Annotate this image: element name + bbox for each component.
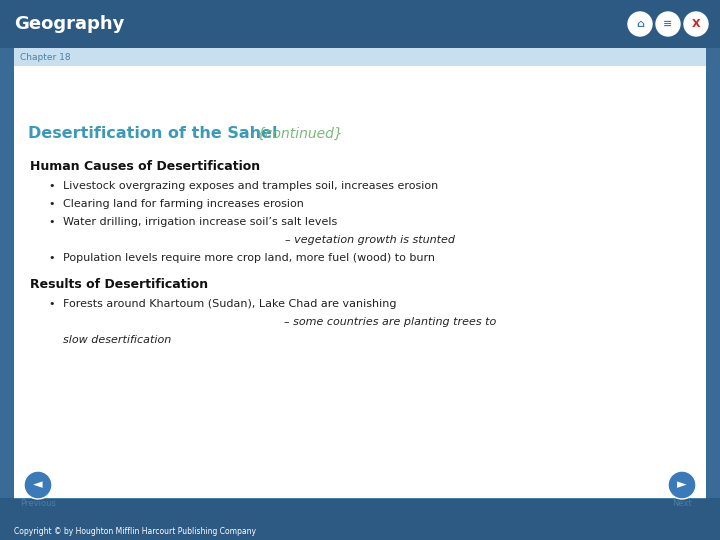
Text: Copyright © by Houghton Mifflin Harcourt Publishing Company: Copyright © by Houghton Mifflin Harcourt…	[14, 528, 256, 537]
Text: Clearing land for farming increases erosion: Clearing land for farming increases eros…	[63, 199, 304, 209]
Circle shape	[24, 471, 52, 499]
Text: Next: Next	[672, 498, 692, 508]
Text: Desertification of the Sahel: Desertification of the Sahel	[28, 126, 283, 141]
Text: Livestock overgrazing exposes and tramples soil, increases erosion: Livestock overgrazing exposes and trampl…	[63, 181, 438, 191]
Text: Chapter 18: Chapter 18	[20, 52, 71, 62]
Text: ≡: ≡	[663, 19, 672, 29]
Text: Population levels require more crop land, more fuel (wood) to burn: Population levels require more crop land…	[63, 253, 435, 263]
FancyBboxPatch shape	[14, 66, 706, 498]
FancyBboxPatch shape	[0, 0, 720, 48]
Circle shape	[656, 12, 680, 36]
Text: ◄: ◄	[33, 478, 42, 491]
Text: Previous: Previous	[20, 498, 56, 508]
Text: slow desertification: slow desertification	[63, 335, 171, 345]
Text: – vegetation growth is stunted: – vegetation growth is stunted	[285, 235, 455, 245]
Text: – some countries are planting trees to: – some countries are planting trees to	[284, 317, 496, 327]
Text: •: •	[49, 217, 55, 227]
Text: ►: ►	[678, 478, 687, 491]
Circle shape	[684, 12, 708, 36]
Text: •: •	[49, 181, 55, 191]
Text: Geography: Geography	[14, 15, 125, 33]
FancyBboxPatch shape	[14, 498, 706, 499]
Text: Human Causes of Desertification: Human Causes of Desertification	[30, 159, 260, 172]
FancyBboxPatch shape	[14, 48, 706, 66]
Text: •: •	[49, 199, 55, 209]
Text: Water drilling, irrigation increase soil’s salt levels: Water drilling, irrigation increase soil…	[63, 217, 337, 227]
Text: Forests around Khartoum (Sudan), Lake Chad are vanishing: Forests around Khartoum (Sudan), Lake Ch…	[63, 299, 397, 309]
Circle shape	[628, 12, 652, 36]
FancyBboxPatch shape	[0, 498, 720, 540]
Text: •: •	[49, 299, 55, 309]
Text: •: •	[49, 253, 55, 263]
Text: Results of Desertification: Results of Desertification	[30, 278, 208, 291]
Text: ⌂: ⌂	[636, 19, 644, 29]
Text: X: X	[692, 19, 701, 29]
Circle shape	[668, 471, 696, 499]
Text: {continued}: {continued}	[256, 127, 343, 141]
